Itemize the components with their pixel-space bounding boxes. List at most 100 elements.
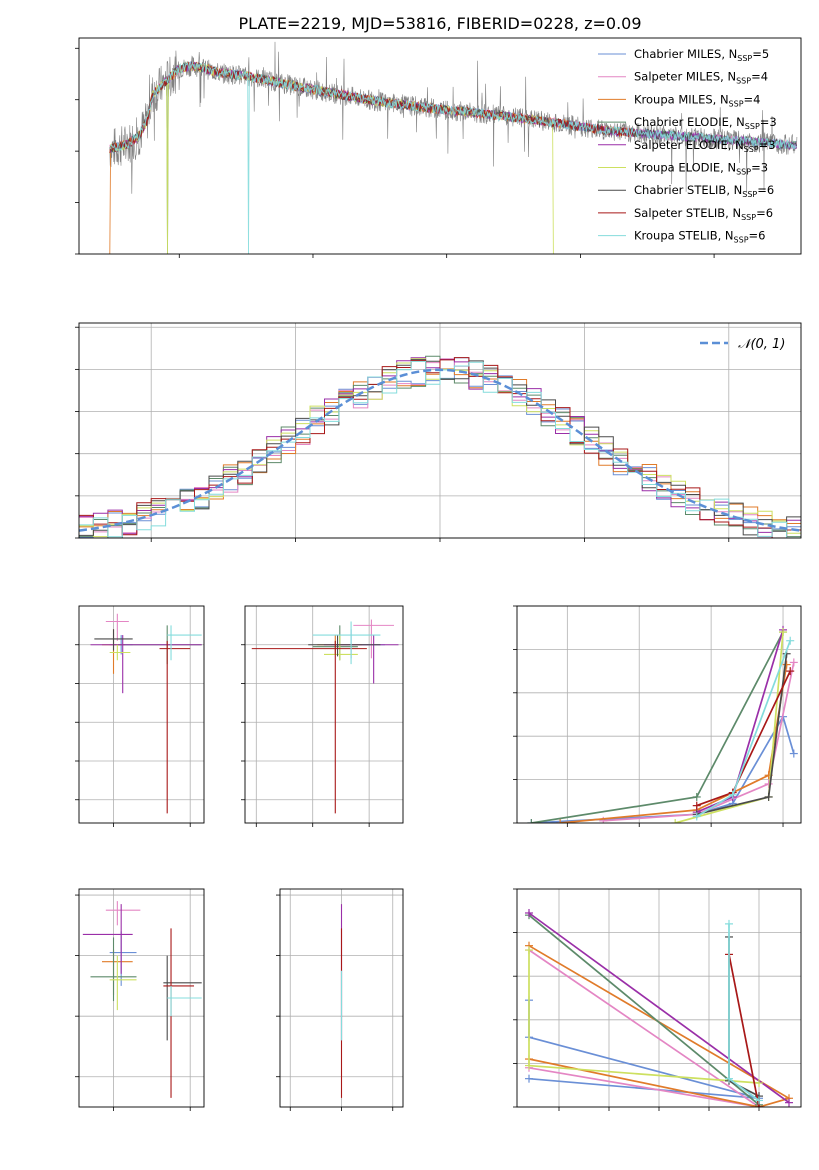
axes-frame [279, 888, 404, 1108]
axes-frame [78, 605, 205, 824]
axes-frame [516, 605, 802, 824]
legend-subscript: SSP [736, 77, 751, 86]
weight-marker [525, 1061, 533, 1070]
legend-subscript: SSP [741, 213, 756, 222]
plot-area [90, 613, 202, 814]
model-spectrum-kroupa_stelib [109, 61, 797, 254]
mass-weight-vs-age-panel [513, 605, 802, 827]
weight-marker [755, 1079, 763, 1088]
weight-marker [525, 946, 533, 955]
age-vs-metallicity-panel [75, 605, 205, 827]
weight-line-chabrier_miles [531, 714, 795, 823]
error-point [82, 904, 133, 974]
plot-area [82, 901, 202, 1098]
axes-frame [78, 37, 802, 255]
legend-count: =5 [752, 47, 769, 61]
legend-subscript: SSP [744, 145, 759, 154]
error-point [251, 640, 367, 814]
plot-area [251, 619, 399, 814]
weight-marker [786, 636, 795, 645]
error-point [105, 901, 141, 926]
error-point [94, 629, 133, 651]
mass-vs-metallicity-panel [75, 888, 205, 1111]
legend-entry: Chabrier MILES, NSSP=5 [634, 47, 769, 63]
error-point [353, 619, 394, 659]
weight-line-salpeter_miles [528, 949, 760, 1107]
weight-marker [779, 628, 788, 637]
plot-area [525, 908, 793, 1107]
weight-marker [692, 792, 701, 801]
plot-area [527, 625, 798, 823]
legend-subscript: SSP [737, 54, 752, 63]
weight-marker [782, 660, 791, 669]
error-point [109, 644, 131, 661]
weight-marker [789, 749, 798, 758]
legend-count: =3 [751, 161, 768, 175]
weight-line-kroupa_stelib [728, 923, 760, 1102]
weight-marker [692, 801, 701, 810]
weight-marker [525, 1074, 533, 1083]
residual-histogram-panel: 𝒩(0, 1) [75, 322, 802, 542]
weight-line-salpeter_elodie [528, 912, 790, 1104]
error-point [105, 613, 129, 641]
error-point [167, 625, 202, 661]
legend-entry: Salpeter MILES, NSSP=4 [634, 70, 768, 86]
legend-subscript: SSP [745, 122, 760, 131]
legend-subscript: SSP [729, 99, 744, 108]
error-point [90, 635, 202, 694]
weight-marker [755, 1096, 763, 1105]
legend-subscript: SSP [742, 190, 757, 199]
model-spectrum-salpeter_stelib [109, 61, 637, 154]
legend-label: Kroupa STELIB, N [634, 229, 734, 243]
normal-curve [79, 368, 801, 532]
legend-subscript: SSP [736, 168, 751, 177]
histogram-salpeter_stelib [79, 357, 801, 538]
legend-label: Salpeter ELODIE, N [634, 138, 744, 152]
weight-marker [785, 1098, 793, 1107]
legend: 𝒩(0, 1) [700, 337, 785, 352]
axes-frame [244, 605, 404, 824]
weight-marker [556, 819, 565, 823]
legend-label: Kroupa MILES, N [634, 92, 729, 106]
weight-marker [527, 819, 536, 823]
weight-marker [725, 1074, 733, 1083]
mass-weight-vs-metallicity-panel [513, 888, 802, 1111]
error-point [167, 985, 202, 1017]
legend-entry: Kroupa STELIB, NSSP=6 [634, 229, 765, 245]
model-spectrum-kroupa_miles [109, 61, 637, 254]
legend-count: =4 [744, 92, 761, 106]
axes-frame [516, 888, 802, 1108]
weight-marker [786, 667, 795, 676]
axes-frame [78, 322, 802, 539]
grid [79, 889, 204, 1107]
error-point [90, 937, 137, 1002]
error-point [308, 635, 381, 657]
weight-marker [725, 919, 733, 928]
axes-frame [78, 888, 205, 1108]
figure-title: PLATE=2219, MJD=53816, FIBERID=0228, z=0… [238, 14, 641, 33]
legend-label: Chabrier ELODIE, N [634, 115, 745, 129]
legend-entry: Chabrier STELIB, NSSP=6 [634, 183, 774, 199]
legend-count: =3 [759, 138, 776, 152]
grid [79, 323, 801, 539]
age-vs-mass-panel [241, 605, 404, 827]
legend-count: =3 [760, 115, 777, 129]
grid [245, 606, 403, 823]
weight-marker [764, 779, 773, 788]
histogram-salpeter_miles [79, 358, 801, 538]
legend-label: Kroupa ELODIE, N [634, 161, 736, 175]
legend-label: 𝒩(0, 1) [738, 337, 785, 352]
mass-vs-extinction-panel [276, 888, 404, 1111]
legend-entry: Kroupa MILES, NSSP=4 [634, 92, 760, 108]
weight-marker [789, 658, 798, 667]
legend-entry: Salpeter ELODIE, NSSP=3 [634, 138, 776, 154]
weight-line-salpeter_stelib [728, 954, 760, 1107]
weight-line-chabrier_elodie [528, 914, 760, 1106]
legend-entry: Kroupa ELODIE, NSSP=3 [634, 161, 768, 177]
plot-area [79, 355, 801, 538]
legend-label: Chabrier MILES, N [634, 47, 737, 61]
legend-label: Chabrier STELIB, N [634, 183, 742, 197]
